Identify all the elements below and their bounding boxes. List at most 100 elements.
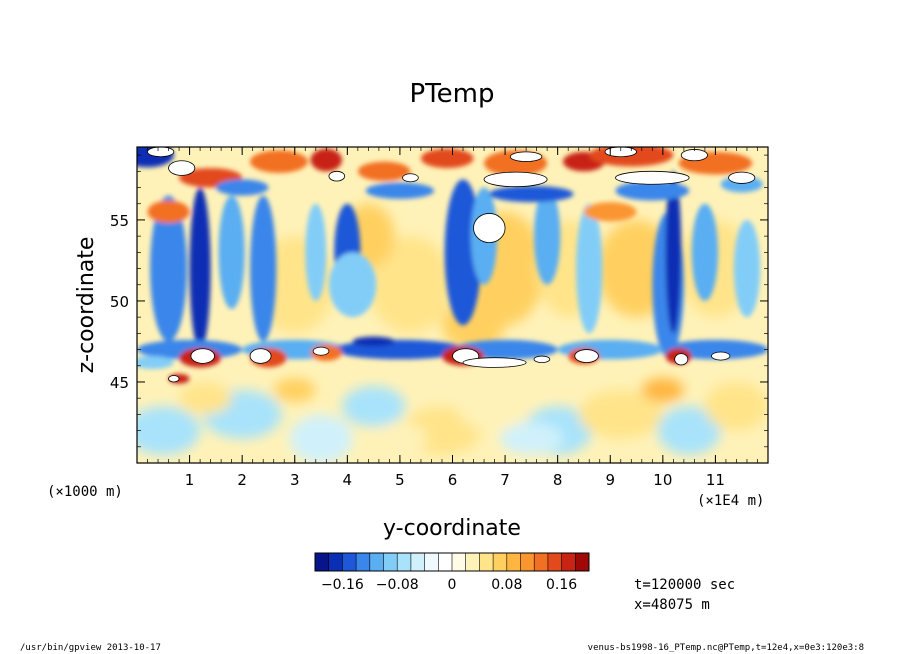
- colorbar-swatch: [342, 553, 357, 571]
- heatmap-core: [402, 173, 419, 183]
- heatmap-cell: [147, 200, 190, 224]
- heatmap-cell: [189, 187, 211, 350]
- x-tick-label: 11: [706, 471, 725, 489]
- heatmap-core: [615, 170, 690, 185]
- colorbar-label: 0.16: [546, 577, 577, 593]
- heatmap-cell: [578, 390, 663, 439]
- x-axis-label: y-coordinate: [383, 516, 521, 541]
- heatmap-cell: [250, 195, 277, 342]
- heatmap-cell: [373, 422, 427, 455]
- heatmap-cell: [289, 414, 353, 463]
- x-tick-label: 1: [185, 471, 195, 489]
- heatmap-cell: [250, 150, 308, 173]
- colorbar-swatch: [397, 553, 412, 571]
- colorbar-swatch: [328, 553, 343, 571]
- x-tick-label: 7: [500, 471, 510, 489]
- y-tick-label: 55: [110, 212, 129, 230]
- heatmap-cell: [310, 148, 343, 172]
- colorbar-swatch: [315, 553, 329, 571]
- heatmap-core: [509, 151, 543, 162]
- heatmap-core: [483, 171, 548, 188]
- colorbar-swatch: [356, 553, 371, 571]
- heatmap-cell: [691, 203, 719, 301]
- x-tick-label: 2: [237, 471, 247, 489]
- heatmap-core: [574, 349, 599, 363]
- x-tick-label: 6: [448, 471, 458, 489]
- x-tick-label: 4: [343, 471, 353, 489]
- colorbar-swatch: [534, 553, 549, 571]
- colorbar-swatch: [575, 553, 590, 571]
- heatmap-core: [147, 147, 175, 158]
- heatmap-core: [711, 351, 731, 361]
- footer-left: /usr/bin/gpview 2013-10-17: [20, 643, 161, 653]
- colorbar-swatch: [369, 553, 384, 571]
- x-tick-label: 5: [395, 471, 405, 489]
- heatmap-cell: [273, 377, 316, 403]
- heatmap-cell: [704, 381, 768, 431]
- colorbar-swatch: [410, 553, 425, 571]
- heatmap-cell: [218, 195, 245, 310]
- heatmap-cell: [328, 252, 377, 318]
- x-tick-label: 9: [605, 471, 615, 489]
- colorbar-swatch: [561, 553, 576, 571]
- heatmap-core: [533, 355, 551, 363]
- heatmap-cell: [641, 377, 684, 403]
- heatmap-cell: [420, 148, 474, 169]
- heatmap-core: [328, 170, 346, 182]
- heatmap-cell: [342, 386, 406, 427]
- heatmap-core: [168, 160, 196, 176]
- colorbar-label: −0.16: [321, 577, 364, 593]
- heatmap-cell: [534, 187, 561, 285]
- x-tick-label: 8: [553, 471, 563, 489]
- y-tick-label: 45: [110, 374, 129, 392]
- heatmap-cell: [365, 182, 435, 199]
- heatmap-core: [674, 353, 689, 366]
- x-unit-label: (×1E4 m): [697, 493, 764, 509]
- heatmap-core: [680, 149, 708, 162]
- heatmap-core: [168, 375, 180, 383]
- y-axis-label: z-coordinate: [74, 237, 99, 374]
- heatmap-cell: [305, 203, 327, 301]
- heatmap-core: [312, 346, 330, 356]
- colorbar-swatch: [424, 553, 439, 571]
- heatmap-field: [137, 147, 768, 463]
- colorbar-label: −0.08: [376, 577, 419, 593]
- heatmap-cell: [368, 236, 453, 334]
- heatmap-cell: [352, 336, 395, 347]
- heatmap-cell: [576, 203, 603, 334]
- heatmap-cell: [615, 181, 690, 201]
- colorbar-swatch: [493, 553, 508, 571]
- heatmap-core: [728, 171, 756, 184]
- heatmap-cell: [357, 161, 411, 182]
- colorbar-swatch: [547, 553, 562, 571]
- colorbar-label: 0.08: [491, 577, 522, 593]
- y-unit-label: (×1000 m): [47, 484, 123, 500]
- heatmap-cell: [179, 381, 232, 415]
- heatmap-cell: [583, 202, 637, 222]
- x-tick-label: 10: [653, 471, 672, 489]
- heatmap-core: [462, 357, 527, 368]
- colorbar-label: 0: [448, 577, 457, 593]
- colorbar-swatch: [465, 553, 480, 571]
- colorbar-swatch: [383, 553, 398, 571]
- colorbar-swatch: [506, 553, 521, 571]
- heatmap-cell: [499, 422, 563, 455]
- heatmap-cell: [457, 381, 532, 431]
- heatmap-core: [604, 147, 637, 158]
- heatmap-core: [190, 348, 215, 364]
- footer-right: venus-bs1998-16_PTemp.nc@PTemp,t=12e4,x=…: [588, 643, 864, 653]
- colorbar: [314, 552, 590, 572]
- heatmap-cell: [733, 219, 761, 318]
- heatmap-cell: [657, 406, 721, 455]
- colorbar-swatch: [479, 553, 494, 571]
- heatmap-cell: [137, 356, 174, 370]
- heatmap-cell: [215, 179, 269, 196]
- colorbar-labels: −0.16 −0.08 0 0.08 0.16: [321, 577, 577, 593]
- heatmap-core: [249, 348, 272, 364]
- time-label: t=120000 sec: [634, 577, 735, 593]
- y-tick-label: 50: [110, 293, 129, 311]
- heatmap-cell: [665, 171, 682, 334]
- y-axis-ticks: 45 50 55: [110, 154, 768, 448]
- colorbar-swatch: [438, 553, 453, 571]
